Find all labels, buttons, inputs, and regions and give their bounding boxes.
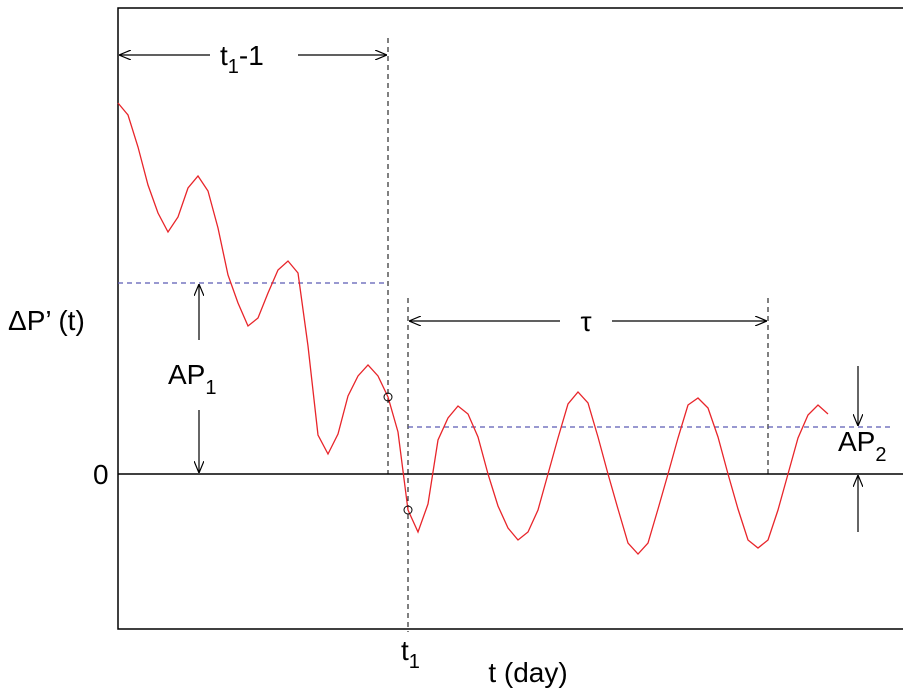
marker-circle-upper <box>383 392 393 402</box>
tau-label: τ <box>580 306 591 337</box>
zero-label: 0 <box>93 459 109 490</box>
marker-circle-lower <box>403 505 413 515</box>
plot-frame <box>117 7 903 630</box>
ap2-label-sub: 2 <box>875 444 886 466</box>
y-axis-label: ΔP’ (t) <box>8 305 85 336</box>
signal-curve <box>117 102 829 555</box>
t1-minus-1-label-main: t <box>220 40 228 71</box>
ap2-label: AP2 <box>838 426 886 466</box>
t1-minus-1-label-sub: 1 <box>228 56 239 78</box>
ap1-label-main: AP <box>168 359 205 390</box>
ap2-label-main: AP <box>838 426 875 457</box>
x-axis-label: t (day) <box>488 657 567 688</box>
t1-minus-1-label-rest: -1 <box>239 40 264 71</box>
t1-tick-label: t1 <box>401 635 420 673</box>
ap1-label-sub: 1 <box>205 377 216 399</box>
t1-tick-label-main: t <box>401 635 409 666</box>
t1-minus-1-label: t1-1 <box>220 40 264 78</box>
ap1-label: AP1 <box>168 359 216 399</box>
t1-tick-label-sub: 1 <box>409 651 420 673</box>
